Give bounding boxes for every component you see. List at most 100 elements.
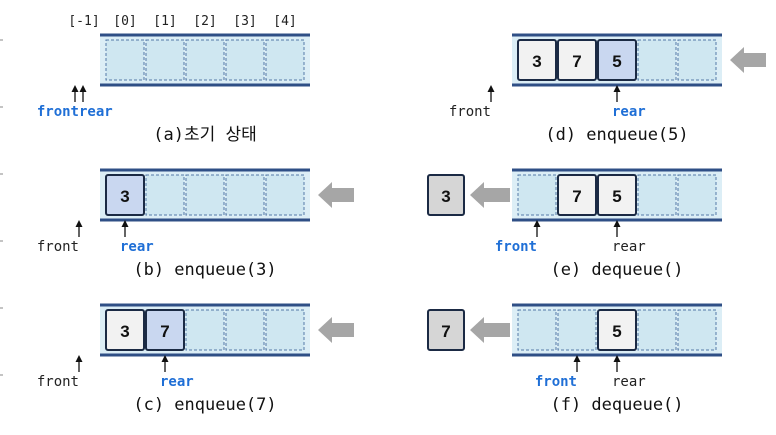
panel-d: 3 7 5 front rear (d) enqueue(5) xyxy=(449,33,766,145)
panel-caption: (e) dequeue() xyxy=(550,260,683,280)
dequeue-arrow xyxy=(470,317,510,343)
front-pointer-label: front xyxy=(449,104,491,120)
enqueue-arrow xyxy=(318,317,354,343)
queue-cell: 3 xyxy=(517,39,557,81)
queue-cell: 3 xyxy=(105,174,145,216)
dequeue-arrow xyxy=(470,182,510,208)
cell-value: 3 xyxy=(532,52,541,71)
cell-box-empty xyxy=(185,39,225,81)
queue-cell xyxy=(185,174,225,216)
queue-cell xyxy=(225,309,265,351)
cell-box-empty xyxy=(637,309,677,351)
queue-cell: 3 xyxy=(105,309,145,351)
cell-box-empty xyxy=(265,39,305,81)
queue-cell xyxy=(145,174,185,216)
queue-cell: 7 xyxy=(557,174,597,216)
queue-cell xyxy=(105,39,145,81)
queue-cell xyxy=(225,39,265,81)
cell-box-empty xyxy=(677,174,717,216)
cell-box-empty xyxy=(265,309,305,351)
cell-box-empty xyxy=(185,309,225,351)
queue-cell xyxy=(677,174,717,216)
queue-cell xyxy=(185,39,225,81)
rear-pointer-label: rear xyxy=(79,104,113,120)
queue-cell xyxy=(517,174,557,216)
queue-cell xyxy=(265,174,305,216)
index-label-row: [-1] [0] [1] [2] [3] [4] xyxy=(68,14,296,29)
rear-pointer-arrowhead xyxy=(121,220,129,227)
panel-caption: (b) enqueue(3) xyxy=(133,260,276,280)
index-label: [1] xyxy=(153,14,176,29)
cell-box-filled xyxy=(597,309,637,351)
cell-value: 5 xyxy=(612,322,621,341)
rear-pointer-label: rear xyxy=(612,239,646,255)
rear-pointer-arrowhead xyxy=(613,355,621,362)
panel-a: front rear (a)초기 상태 xyxy=(37,33,310,145)
index-label: [0] xyxy=(113,14,136,29)
panel-caption: (f) dequeue() xyxy=(550,395,683,415)
front-pointer-arrowhead xyxy=(75,220,83,227)
cell-box-empty xyxy=(105,39,145,81)
cell-value: 5 xyxy=(612,187,621,206)
cell-value: 7 xyxy=(160,322,169,341)
index-label: [-1] xyxy=(68,14,99,29)
front-pointer-arrowhead xyxy=(75,355,83,362)
cell-box-empty xyxy=(517,174,557,216)
cell-box-filled xyxy=(557,174,597,216)
enqueue-arrow xyxy=(318,182,354,208)
queue-cell xyxy=(677,39,717,81)
queue-cell xyxy=(225,174,265,216)
cell-box-empty xyxy=(677,39,717,81)
queue-cell: 5 xyxy=(597,39,637,81)
index-label: [4] xyxy=(273,14,296,29)
cell-value: 5 xyxy=(612,52,621,71)
dequeued-box xyxy=(427,309,465,351)
cell-box-empty xyxy=(225,174,265,216)
queue-cell xyxy=(517,309,557,351)
cell-value: 3 xyxy=(120,187,129,206)
cell-value: 7 xyxy=(572,52,581,71)
cell-box-empty xyxy=(145,174,185,216)
cell-box-empty xyxy=(517,309,557,351)
front-pointer-label: front xyxy=(37,104,79,120)
front-pointer-label: front xyxy=(535,374,577,390)
front-pointer-label: front xyxy=(37,374,79,390)
enqueue-arrow xyxy=(730,47,766,73)
queue-cell: 7 xyxy=(557,39,597,81)
cell-box-filled xyxy=(105,309,145,351)
rear-pointer-arrowhead xyxy=(79,85,87,92)
queue-cell xyxy=(637,174,677,216)
queue-cell xyxy=(557,309,597,351)
cell-box-empty xyxy=(145,39,185,81)
cell-box-filled xyxy=(145,309,185,351)
cell-box-empty xyxy=(225,39,265,81)
front-pointer-arrowhead xyxy=(71,85,79,92)
cell-box-filled xyxy=(597,174,637,216)
rear-pointer-label: rear xyxy=(120,239,154,255)
index-label: [2] xyxy=(193,14,216,29)
panel-caption: (d) enqueue(5) xyxy=(545,125,688,145)
panel-c: 3 7 front rear (c) enqueue(7) xyxy=(37,303,354,415)
rear-pointer-label: rear xyxy=(160,374,194,390)
rear-pointer-label: rear xyxy=(612,104,646,120)
rear-pointer-arrowhead xyxy=(613,220,621,227)
queue-cell xyxy=(185,309,225,351)
cell-box-empty xyxy=(225,309,265,351)
panel-b: 3 front rear (b) enqueue(3) xyxy=(37,168,354,280)
cell-box-filled xyxy=(557,39,597,81)
cell-box-empty xyxy=(265,174,305,216)
queue-cell xyxy=(637,39,677,81)
dequeued-value: 7 xyxy=(441,322,450,341)
queue-cell xyxy=(265,309,305,351)
cell-box-empty xyxy=(557,309,597,351)
front-pointer-label: front xyxy=(495,239,537,255)
cell-box-empty xyxy=(637,39,677,81)
index-label: [3] xyxy=(233,14,256,29)
rear-pointer-arrowhead xyxy=(161,355,169,362)
panel-f: 5 7 front rear (f) dequeue() xyxy=(427,303,722,415)
queue-cell: 5 xyxy=(597,309,637,351)
panel-e: 7 5 3 front rear (e) dequeue() xyxy=(427,168,722,280)
queue-cell: 5 xyxy=(597,174,637,216)
